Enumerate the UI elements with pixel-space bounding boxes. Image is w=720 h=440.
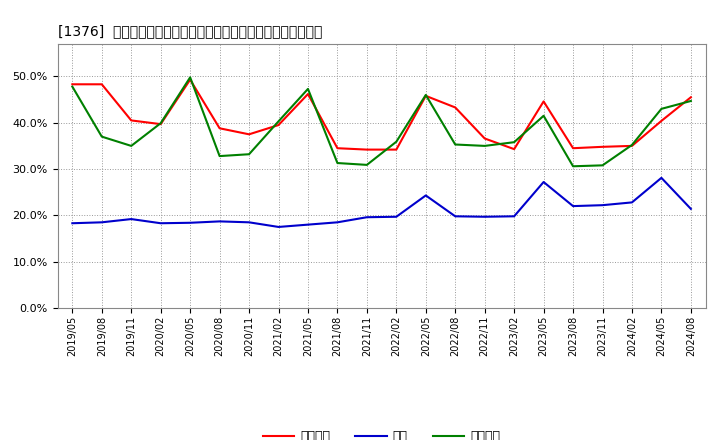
売上債権 <box>451 105 459 110</box>
在庫 <box>68 220 76 226</box>
売上債権 <box>245 132 253 137</box>
買入債務 <box>68 84 76 89</box>
在庫 <box>97 220 106 225</box>
Line: 在庫: 在庫 <box>72 178 691 227</box>
在庫 <box>510 214 518 219</box>
買入債務 <box>451 142 459 147</box>
在庫 <box>628 200 636 205</box>
在庫 <box>304 222 312 227</box>
売上債権 <box>68 82 76 87</box>
買入債務 <box>539 113 548 118</box>
買入債務 <box>304 86 312 92</box>
在庫 <box>421 193 430 198</box>
売上債権 <box>598 144 607 150</box>
売上債権 <box>186 77 194 82</box>
買入債務 <box>392 139 400 144</box>
売上債権 <box>510 147 518 152</box>
買入債務 <box>274 119 283 124</box>
売上債権 <box>333 146 342 151</box>
売上債権 <box>628 143 636 149</box>
買入債務 <box>598 163 607 168</box>
買入債務 <box>421 92 430 98</box>
売上債権 <box>539 99 548 104</box>
買入債務 <box>333 161 342 166</box>
売上債権 <box>304 92 312 97</box>
在庫 <box>274 224 283 230</box>
在庫 <box>480 214 489 220</box>
売上債権 <box>392 147 400 152</box>
売上債権 <box>657 118 666 124</box>
買入債務 <box>569 164 577 169</box>
在庫 <box>569 203 577 209</box>
売上債権 <box>421 93 430 99</box>
買入債務 <box>245 152 253 157</box>
買入債務 <box>97 134 106 139</box>
売上債権 <box>97 82 106 87</box>
売上債権 <box>274 122 283 128</box>
在庫 <box>363 215 372 220</box>
買入債務 <box>127 143 135 149</box>
在庫 <box>127 216 135 222</box>
在庫 <box>156 220 165 226</box>
Text: [1376]  売上債権、在庫、買入債務の総資産に対する比率の推移: [1376] 売上債権、在庫、買入債務の総資産に対する比率の推移 <box>58 25 322 39</box>
売上債権 <box>363 147 372 152</box>
売上債権 <box>480 136 489 141</box>
在庫 <box>392 214 400 220</box>
売上債権 <box>127 118 135 123</box>
買入債務 <box>186 75 194 80</box>
Line: 売上債権: 売上債権 <box>72 80 691 150</box>
在庫 <box>451 214 459 219</box>
在庫 <box>186 220 194 225</box>
売上債権 <box>156 121 165 127</box>
買入債務 <box>215 154 224 159</box>
在庫 <box>245 220 253 225</box>
売上債権 <box>215 126 224 131</box>
在庫 <box>657 175 666 180</box>
買入債務 <box>687 98 696 103</box>
買入債務 <box>480 143 489 149</box>
在庫 <box>333 220 342 225</box>
買入債務 <box>657 106 666 111</box>
買入債務 <box>510 139 518 145</box>
在庫 <box>215 219 224 224</box>
買入債務 <box>156 121 165 126</box>
Legend: 売上債権, 在庫, 買入債務: 売上債権, 在庫, 買入債務 <box>258 425 505 440</box>
在庫 <box>598 202 607 208</box>
買入債務 <box>363 162 372 168</box>
在庫 <box>687 206 696 212</box>
在庫 <box>539 180 548 185</box>
Line: 買入債務: 買入債務 <box>72 77 691 166</box>
買入債務 <box>628 142 636 147</box>
売上債権 <box>569 146 577 151</box>
売上債権 <box>687 95 696 100</box>
